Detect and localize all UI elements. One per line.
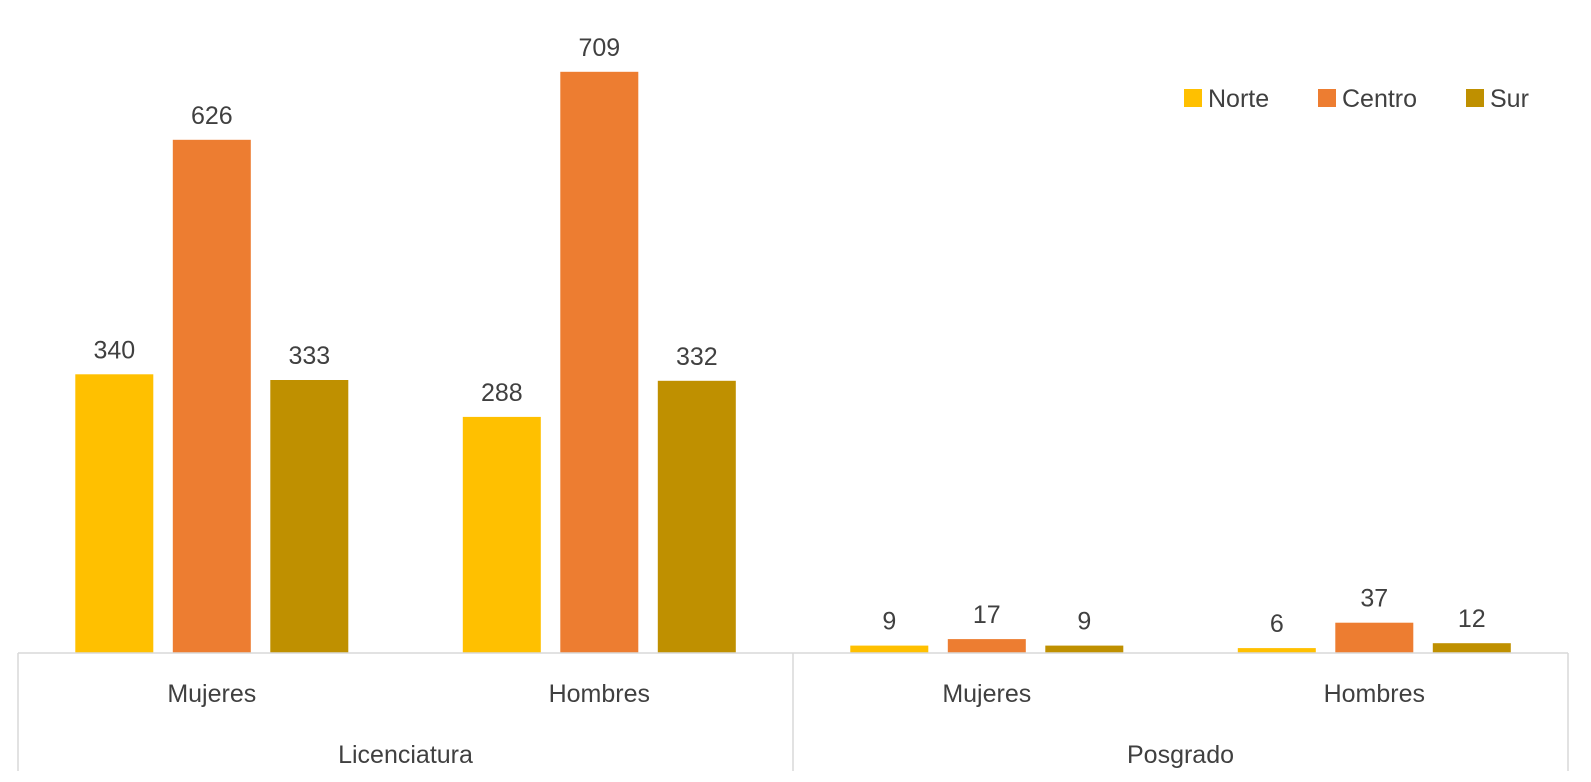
bar-sur-1 — [657, 380, 736, 653]
bar-centro-2 — [947, 639, 1026, 653]
category-label-2: Mujeres — [942, 680, 1031, 708]
data-label-norte-0: 340 — [93, 336, 135, 364]
bar-sur-3 — [1432, 643, 1511, 653]
category-label-0: Mujeres — [167, 680, 256, 708]
category-label-3: Hombres — [1324, 680, 1425, 708]
data-label-centro-3: 37 — [1360, 585, 1388, 613]
bar-centro-1 — [560, 71, 639, 654]
legend-swatch-centro — [1318, 89, 1336, 107]
data-label-centro-2: 17 — [973, 601, 1001, 629]
legend: Norte Centro Sur — [1184, 85, 1529, 113]
legend-swatch-norte — [1184, 89, 1202, 107]
bar-centro-3 — [1335, 622, 1414, 653]
data-label-norte-1: 288 — [481, 379, 523, 407]
bar-norte-3 — [1237, 648, 1316, 653]
data-label-norte-3: 6 — [1270, 610, 1284, 638]
legend-swatch-sur — [1466, 89, 1484, 107]
data-label-norte-2: 9 — [882, 608, 896, 636]
bars-layer — [75, 71, 1511, 654]
group-label-0: Licenciatura — [338, 741, 473, 769]
bar-norte-0 — [75, 374, 154, 653]
legend-label-norte: Norte — [1208, 85, 1269, 113]
bar-centro-0 — [172, 139, 251, 654]
data-label-sur-1: 332 — [676, 343, 718, 371]
legend-label-centro: Centro — [1342, 85, 1417, 113]
data-label-sur-2: 9 — [1077, 608, 1091, 636]
data-label-sur-0: 333 — [288, 342, 330, 370]
group-label-1: Posgrado — [1127, 741, 1234, 769]
category-label-1: Hombres — [549, 680, 650, 708]
legend-label-sur: Sur — [1490, 85, 1529, 113]
category-axis: Mujeres Hombres Mujeres Hombres Licenciatura… — [17, 652, 1569, 771]
data-label-centro-0: 626 — [191, 102, 233, 130]
bar-sur-0 — [270, 380, 349, 653]
bar-norte-1 — [462, 416, 541, 653]
data-label-sur-3: 12 — [1458, 605, 1486, 633]
data-labels-layer: 340 626 333 288 709 332 9 17 9 6 37 12 — [93, 34, 1485, 638]
bar-sur-2 — [1045, 645, 1124, 653]
data-label-centro-1: 709 — [578, 34, 620, 62]
bar-norte-2 — [850, 645, 929, 653]
